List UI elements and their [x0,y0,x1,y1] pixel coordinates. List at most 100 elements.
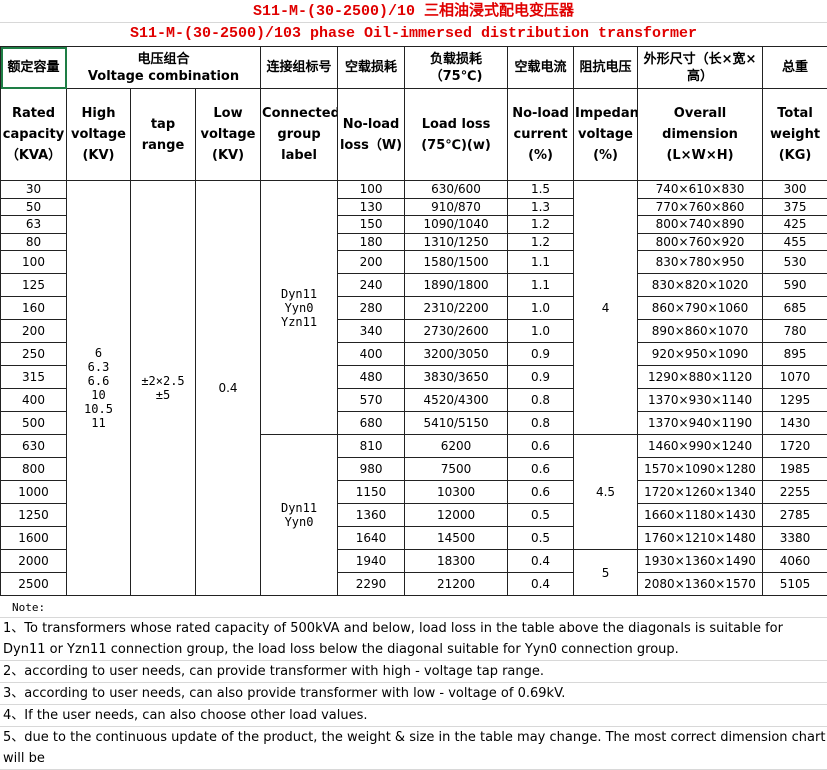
header-text: Voltage combination [88,69,239,84]
data-cell: 10300 [405,481,508,504]
note: 5、due to the continuous update of the pr… [0,727,827,770]
data-cell: 1070 [763,366,827,389]
data-cell: 375 [763,198,827,216]
header-cell: High voltage (KV) [67,89,131,181]
data-cell: 5105 [763,573,827,596]
title: S11-M-(30-2500)/10 三相油浸式配电变压器 [0,2,827,23]
header-text: 总重 [782,60,808,75]
data-cell: 240 [338,274,405,297]
header-text: 空载损耗 [345,60,397,75]
data-cell: 1580/1500 [405,251,508,274]
header-cell: 连接组标号 [261,47,338,89]
data-cell: 1000 [1,481,67,504]
impedance-cell: 5 [574,550,638,596]
data-cell: 0.6 [508,435,574,458]
data-cell: 14500 [405,527,508,550]
header-cell: tap range [131,89,196,181]
data-cell: 1370×940×1190 [638,412,763,435]
cell-line: Yzn11 [281,315,317,329]
header-cell: Total weight (KG) [763,89,827,181]
header-cell: 总重 [763,47,827,89]
data-cell: 2310/2200 [405,297,508,320]
data-cell: 2290 [338,573,405,596]
data-cell: 1760×1210×1480 [638,527,763,550]
data-cell: 100 [338,181,405,199]
cell-line: Dyn11 [281,501,317,515]
data-cell: 1295 [763,389,827,412]
note: 2、according to user needs, can provide t… [0,661,827,683]
data-cell: 810 [338,435,405,458]
data-cell: 0.9 [508,343,574,366]
data-cell: 12000 [405,504,508,527]
data-cell: 800×760×920 [638,233,763,251]
data-cell: 2785 [763,504,827,527]
data-cell: 4520/4300 [405,389,508,412]
cell-line: 6 [95,346,102,360]
data-cell: 570 [338,389,405,412]
cell-line: Yyn0 [285,515,314,529]
data-cell: 1720×1260×1340 [638,481,763,504]
data-cell: 685 [763,297,827,320]
notes: Note:1、To transformers whose rated capac… [0,598,827,770]
data-cell: 1370×930×1140 [638,389,763,412]
data-cell: 800×740×890 [638,216,763,234]
data-cell: 250 [1,343,67,366]
data-cell: 1720 [763,435,827,458]
data-cell: 680 [338,412,405,435]
tap-range-cell: ±2×2.5±5 [131,181,196,596]
header-cell: 额定容量 [1,47,67,89]
note: 3、according to user needs, can also prov… [0,683,827,705]
data-cell: 1600 [1,527,67,550]
header-cell: Connected group label [261,89,338,181]
header-cell: No-load loss（W) [338,89,405,181]
data-cell: 400 [338,343,405,366]
data-cell: 4060 [763,550,827,573]
data-cell: 3830/3650 [405,366,508,389]
data-cell: 530 [763,251,827,274]
data-cell: 425 [763,216,827,234]
data-cell: 630/600 [405,181,508,199]
data-cell: 3200/3050 [405,343,508,366]
data-cell: 1290×880×1120 [638,366,763,389]
cell-line: 11 [91,416,105,430]
cell-line: 10 [91,388,105,402]
data-cell: 980 [338,458,405,481]
data-cell: 1.2 [508,233,574,251]
data-cell: 50 [1,198,67,216]
data-cell: 2255 [763,481,827,504]
note: Note: [0,598,827,618]
data-cell: 400 [1,389,67,412]
data-cell: 6200 [405,435,508,458]
note: 1、To transformers whose rated capacity o… [0,618,827,661]
header-cell: 阻抗电压 [574,47,638,89]
data-cell: 180 [338,233,405,251]
header-cell: Low voltage (KV) [196,89,261,181]
data-cell: 890×860×1070 [638,320,763,343]
header-cell: Load loss (75℃)(w) [405,89,508,181]
data-cell: 125 [1,274,67,297]
cell-line: Dyn11 [281,287,317,301]
data-cell: 1570×1090×1280 [638,458,763,481]
data-cell: 455 [763,233,827,251]
header-cell: Impedance voltage (%) [574,89,638,181]
data-cell: 280 [338,297,405,320]
data-cell: 315 [1,366,67,389]
data-cell: 2730/2600 [405,320,508,343]
data-cell: 2000 [1,550,67,573]
subtitle: S11-M-(30-2500)/103 phase Oil-immersed d… [0,23,827,44]
data-cell: 860×790×1060 [638,297,763,320]
data-cell: 830×820×1020 [638,274,763,297]
data-cell: 0.8 [508,412,574,435]
header-cell: 外形尺寸（长×宽×高） [638,47,763,89]
data-cell: 2500 [1,573,67,596]
data-cell: 0.4 [508,573,574,596]
header-text: 外形尺寸（长×宽×高） [644,52,757,84]
page: {"header": {"title": "S11-M-(30-2500)/10… [0,0,827,747]
data-cell: 630 [1,435,67,458]
header-cell: 负载损耗（75℃) [405,47,508,89]
